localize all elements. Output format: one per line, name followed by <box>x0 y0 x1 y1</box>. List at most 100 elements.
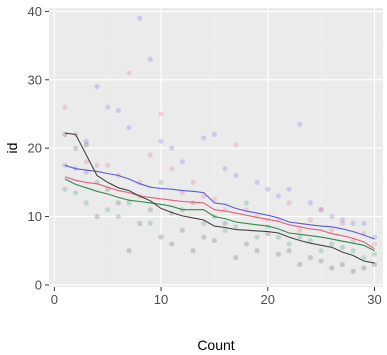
plot-panel <box>49 8 383 287</box>
data-point-gray <box>254 248 260 254</box>
trend-line-red <box>64 176 375 250</box>
grid-major <box>49 8 383 287</box>
data-point-red <box>329 227 335 233</box>
data-point-blue <box>211 131 217 138</box>
data-point-green <box>339 244 346 250</box>
data-point-gray <box>126 248 132 254</box>
data-point-gray <box>115 200 121 206</box>
data-point-gray <box>83 142 89 148</box>
x-tick-label: 30 <box>367 292 381 307</box>
data-point-blue <box>297 121 303 127</box>
data-point-blue <box>318 207 324 213</box>
data-point-red <box>211 196 217 203</box>
data-point-blue <box>307 200 314 206</box>
data-point-red <box>286 200 292 206</box>
data-point-red <box>371 241 378 247</box>
y-tick-label: 10 <box>28 209 42 224</box>
x-tick-label: 0 <box>51 292 58 307</box>
data-point-blue <box>137 15 143 21</box>
data-point-green <box>222 227 228 233</box>
data-point-green <box>275 234 282 240</box>
data-point-gray <box>339 261 346 268</box>
data-point-green <box>126 200 132 206</box>
data-point-gray <box>222 220 228 227</box>
data-point-blue <box>83 138 89 144</box>
y-tick-label: 0 <box>35 277 42 292</box>
data-point-blue <box>222 166 228 172</box>
data-point-green <box>297 234 303 240</box>
trend-line-green <box>64 178 375 252</box>
data-point-gray <box>318 258 324 264</box>
data-point-red <box>233 142 239 148</box>
data-point-gray <box>307 254 314 261</box>
data-point-red <box>83 159 89 165</box>
x-axis-title: Count <box>197 337 234 353</box>
data-point-blue <box>329 213 335 220</box>
data-point-red <box>339 220 346 227</box>
data-point-green <box>83 200 89 206</box>
data-point-red <box>318 207 324 213</box>
data-point-gray <box>62 131 68 138</box>
data-point-red <box>62 104 68 110</box>
data-point-blue <box>169 145 175 151</box>
trend-line-gray <box>64 132 375 264</box>
data-point-red <box>307 217 314 223</box>
data-point-green <box>105 207 111 213</box>
data-point-gray <box>297 261 303 268</box>
data-point-green <box>318 248 324 254</box>
trend-line-blue <box>64 164 375 240</box>
data-point-green <box>350 248 356 254</box>
x-tick-label: 20 <box>261 292 275 307</box>
data-point-green <box>233 224 239 230</box>
data-point-blue <box>179 159 185 165</box>
y-tick-label: 30 <box>28 72 42 87</box>
data-point-green <box>254 234 260 240</box>
data-point-green <box>371 251 378 257</box>
data-point-blue <box>126 125 132 131</box>
data-point-gray <box>265 231 271 237</box>
data-point-green <box>158 179 164 185</box>
data-point-blue <box>350 220 356 227</box>
data-point-green <box>147 220 153 227</box>
y-tick-label: 40 <box>28 4 42 19</box>
data-point-green <box>62 186 68 192</box>
data-point-red <box>147 152 153 158</box>
data-point-red <box>179 190 185 196</box>
data-point-green <box>115 213 121 220</box>
data-point-blue <box>105 104 111 110</box>
data-point-red <box>126 70 132 76</box>
data-point-gray <box>169 241 175 247</box>
data-point-blue <box>286 186 292 192</box>
data-point-blue <box>339 217 346 223</box>
data-point-red <box>201 193 207 199</box>
data-point-green <box>307 237 314 244</box>
data-point-gray <box>201 234 207 240</box>
data-point-gray <box>94 213 100 220</box>
data-point-red <box>169 166 175 172</box>
data-point-gray <box>179 227 185 233</box>
data-point-green <box>73 190 79 196</box>
data-point-blue <box>94 84 100 90</box>
ticks-layer: 0 10 20 30 0 10 20 30 40 <box>28 4 382 307</box>
data-point-gray <box>350 268 356 274</box>
data-point-blue <box>361 220 367 227</box>
data-point-red <box>94 162 100 168</box>
data-point-gray <box>190 248 196 254</box>
data-point-gray <box>286 248 292 254</box>
data-point-gray <box>329 265 335 271</box>
data-point-blue <box>115 107 121 114</box>
data-point-green <box>286 241 292 247</box>
data-point-red <box>190 179 196 185</box>
data-point-blue <box>275 193 282 199</box>
data-point-green <box>201 220 207 227</box>
data-point-gray <box>73 145 79 151</box>
data-point-green <box>329 241 335 247</box>
data-point-gray <box>243 241 250 247</box>
data-point-blue <box>147 56 153 62</box>
data-point-blue <box>201 135 207 141</box>
data-point-gray <box>275 251 282 257</box>
y-tick-label: 20 <box>28 141 42 156</box>
trend-layer <box>64 132 375 264</box>
data-point-gray <box>147 207 153 213</box>
